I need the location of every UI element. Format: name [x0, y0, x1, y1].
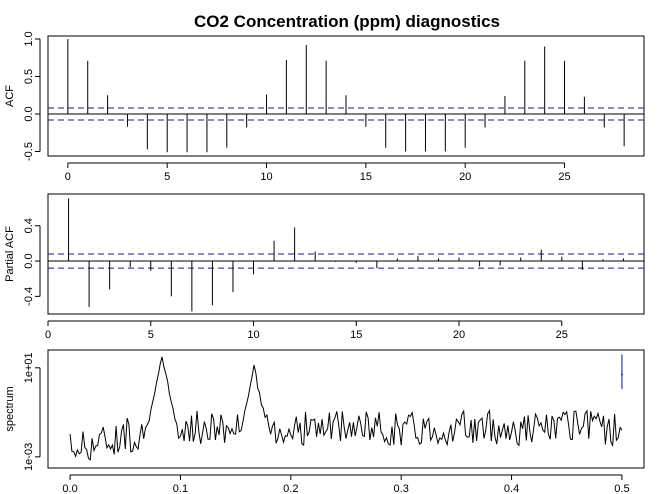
- pacf-x-tick-label: 0: [45, 329, 51, 341]
- acf-x-tick-label: 20: [459, 171, 471, 183]
- acf-y-axis-title: ACF: [4, 85, 16, 107]
- spectrum-x-tick-label: 0.0: [62, 483, 77, 494]
- acf-y-tick-label: 1.0: [23, 31, 35, 46]
- acf-y-tick-label: -0.5: [23, 142, 35, 161]
- pacf-x-tick-label: 20: [453, 329, 465, 341]
- pacf-x-tick-label: 10: [247, 329, 259, 341]
- spectrum-line: [69, 356, 623, 461]
- spectrum-plot-frame: [47, 349, 645, 469]
- acf-x-tick-label: 15: [360, 171, 372, 183]
- spectrum-x-tick-label: 0.2: [283, 483, 298, 494]
- acf-plot-frame: [47, 35, 645, 157]
- acf-x-tick-label: 5: [164, 171, 170, 183]
- pacf-x-tick-label: 15: [350, 329, 362, 341]
- acf-y-tick-label: 0.5: [23, 69, 35, 84]
- acf-x-tick-label: 25: [558, 171, 570, 183]
- spectrum-y-tick-label: 1e-03: [23, 443, 35, 471]
- pacf-y-tick-label: -0.4: [23, 287, 35, 306]
- pacf-y-tick-label: 0.0: [23, 253, 35, 268]
- pacf-plot-frame: [47, 193, 645, 315]
- pacf-x-tick-label: 5: [148, 329, 154, 341]
- spectrum-x-tick-label: 0.4: [504, 483, 519, 494]
- pacf-x-tick-label: 25: [556, 329, 568, 341]
- pacf-panel: 0 5 10 15 20 25 -0.4 0.0 0.4 Partial ACF: [4, 193, 645, 341]
- acf-x-tick-label: 0: [65, 171, 71, 183]
- spectrum-x-tick-label: 0.1: [173, 483, 188, 494]
- figure-title: CO2 Concentration (ppm) diagnostics: [194, 12, 500, 31]
- spectrum-y-tick-label: 1e+01: [23, 352, 35, 383]
- spectrum-x-tick-label: 0.5: [614, 483, 629, 494]
- spectrum-x-tick-label: 0.3: [394, 483, 409, 494]
- spectrum-y-axis-title: spectrum: [4, 386, 16, 431]
- acf-panel: 0 5 10 15 20 25 -0.5 0.0 0.5 1.0 ACF: [4, 31, 645, 183]
- acf-x-tick-label: 10: [260, 171, 272, 183]
- spectrum-panel: 0.0 0.1 0.2 0.3 0.4 0.5 1e-03 1e+01 spectrum: [4, 349, 645, 494]
- acf-y-tick-label: 0.0: [23, 106, 35, 121]
- pacf-y-axis-title: Partial ACF: [4, 226, 16, 282]
- pacf-y-tick-label: 0.4: [23, 218, 35, 233]
